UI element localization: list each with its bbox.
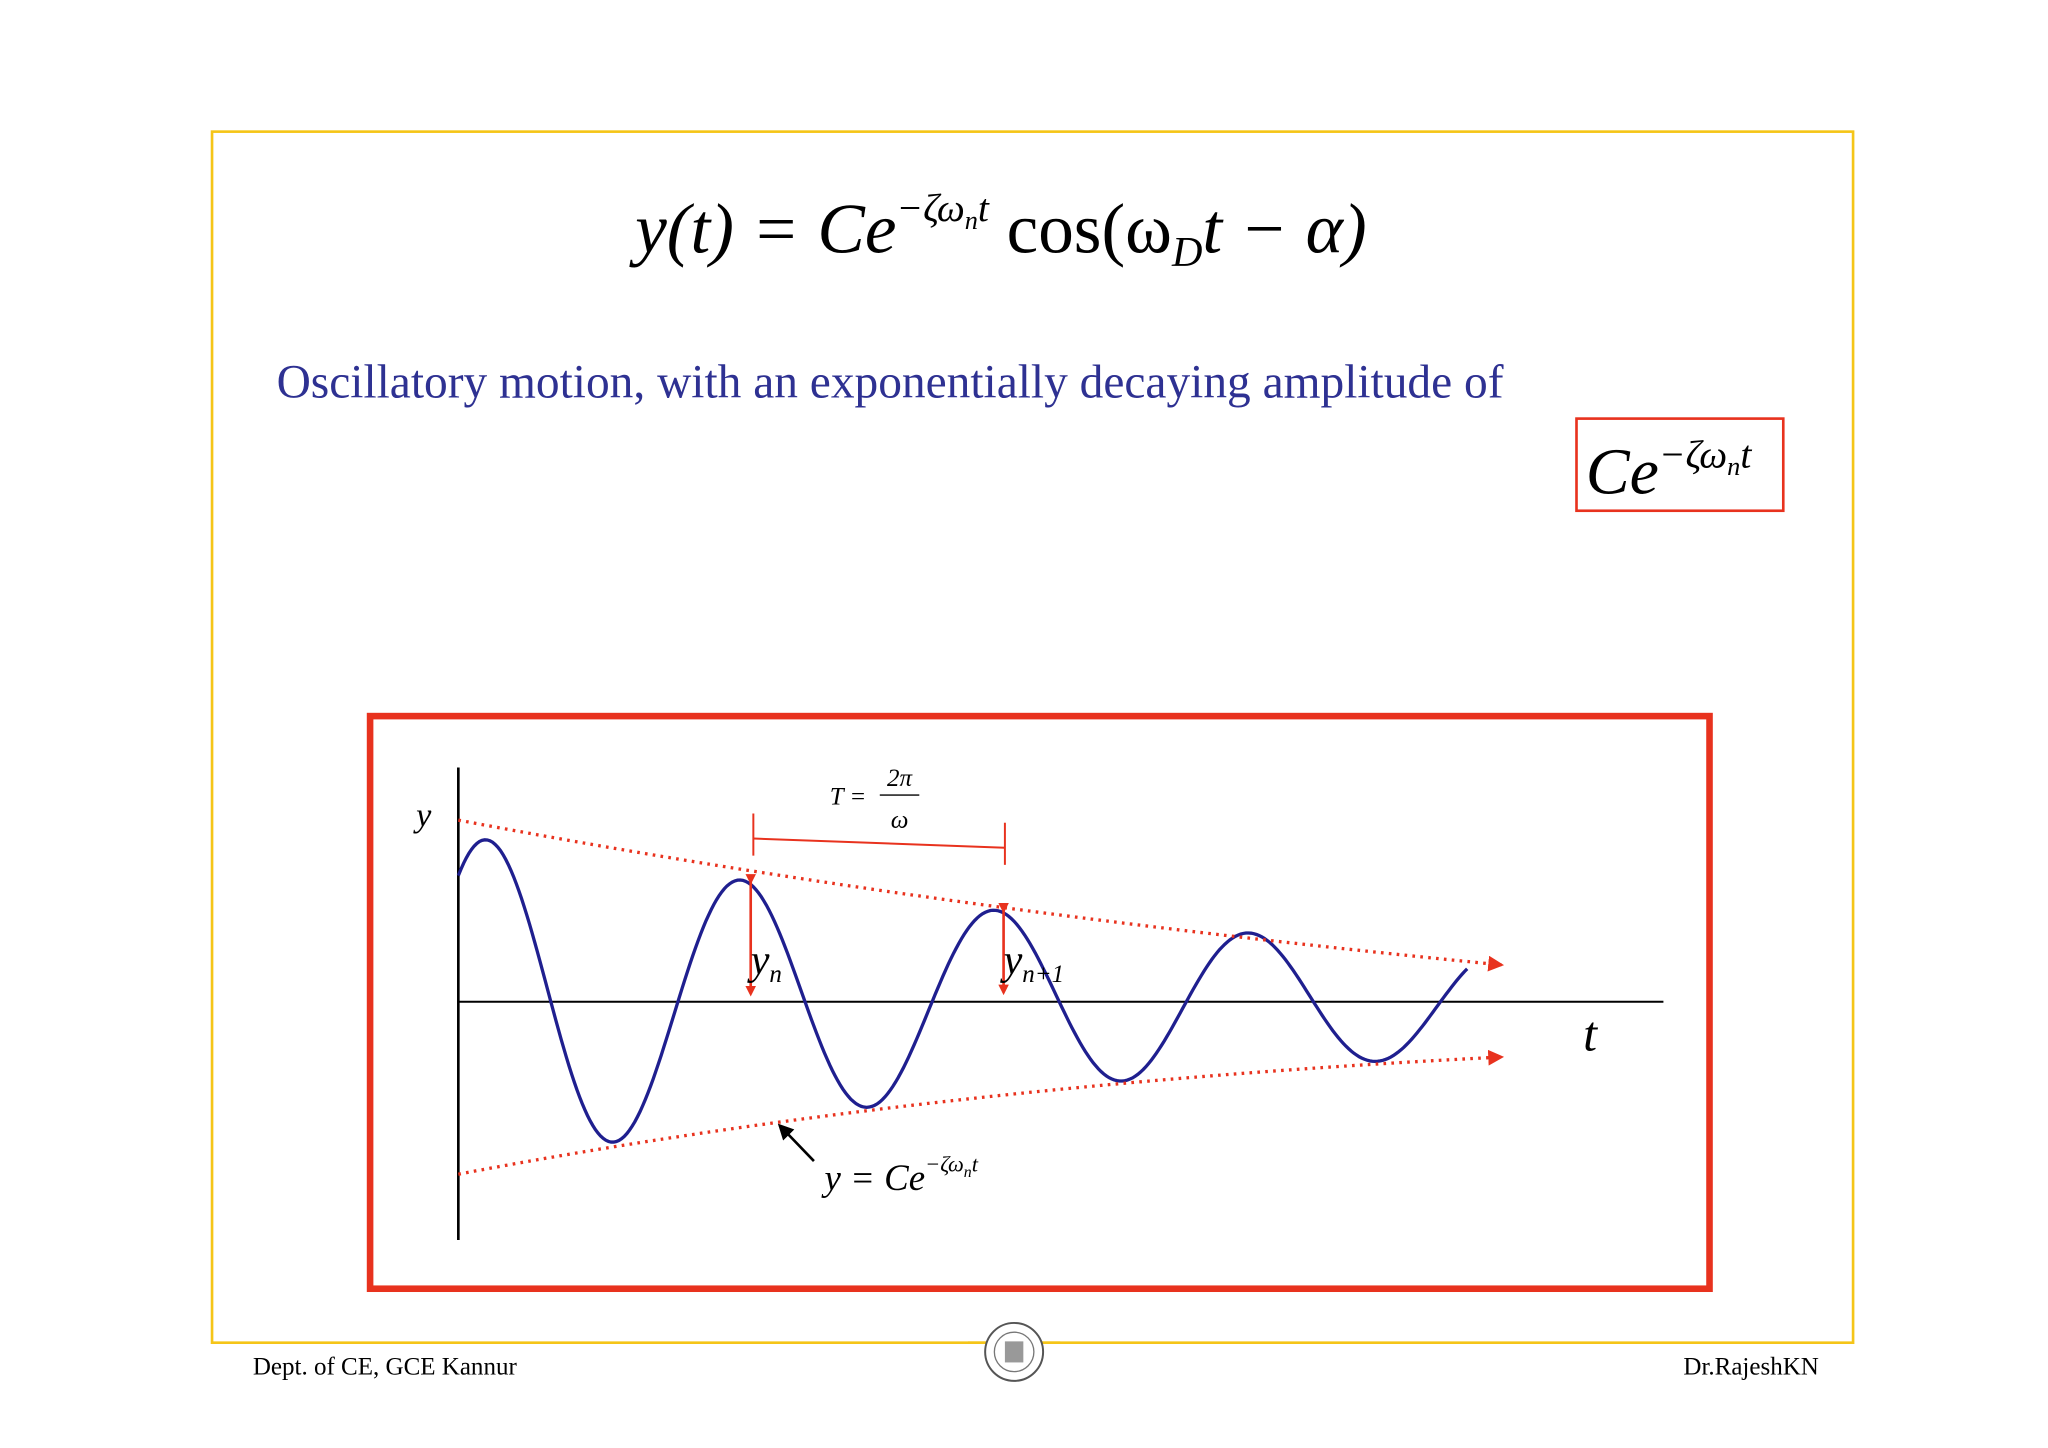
envelope-label: y = Ce−ζωnt [820, 1152, 978, 1198]
footer-right: Dr.RajeshKN [1683, 1353, 1818, 1380]
amp-subscript: n [1727, 452, 1740, 481]
label-base: y = Ce [820, 1157, 925, 1198]
label-subscript: n [769, 961, 782, 988]
description: Oscillatory motion, with an exponentiall… [277, 357, 1504, 409]
label-base: y [1000, 937, 1023, 984]
graph: y t T = 2π ω yn yn+1 y = Ce−ζωnt [366, 712, 1713, 1293]
period-line [753, 837, 1005, 849]
amplitude-formula: Ce−ζωnt [1586, 432, 1753, 508]
label-exponent: t [972, 1152, 979, 1177]
eq-exponent: −ζω [896, 186, 964, 230]
label-base: y [747, 937, 770, 984]
eq-subscript: D [1171, 229, 1202, 276]
lower-envelope [458, 1049, 1505, 1176]
college-logo [968, 1321, 1061, 1382]
eq-part: cos(ω [989, 191, 1172, 269]
y-axis-label: y [413, 797, 432, 835]
label-exponent: −ζω [925, 1152, 964, 1177]
eq-part: y(t) = Ce [629, 191, 896, 269]
oscillation-curve [456, 838, 1469, 1144]
main-equation: y(t) = Ce−ζωnt cos(ωDt − α) [629, 186, 1366, 276]
amplitude-box [1575, 417, 1785, 513]
footer-left: Dept. of CE, GCE Kannur [253, 1353, 518, 1380]
eq-part: t − α) [1202, 191, 1366, 269]
envelope-pointer [777, 1123, 815, 1162]
eq-exponent: t [978, 186, 990, 230]
amp-base: Ce [1586, 436, 1659, 509]
yn1-label: yn+1 [1000, 937, 1065, 988]
period-numerator: 2π [887, 765, 914, 792]
amp-exponent: −ζω [1659, 432, 1727, 476]
x-axis-label: t [1583, 1005, 1598, 1061]
eq-subscript: n [965, 206, 978, 235]
period-denominator: ω [891, 807, 909, 834]
label-subscript: n [964, 1164, 972, 1181]
label-subscript: n+1 [1022, 961, 1064, 988]
amp-exponent: t [1740, 432, 1752, 476]
period-lhs: T = [830, 783, 867, 810]
upper-envelope [458, 818, 1505, 972]
yn-label: yn [747, 937, 782, 988]
